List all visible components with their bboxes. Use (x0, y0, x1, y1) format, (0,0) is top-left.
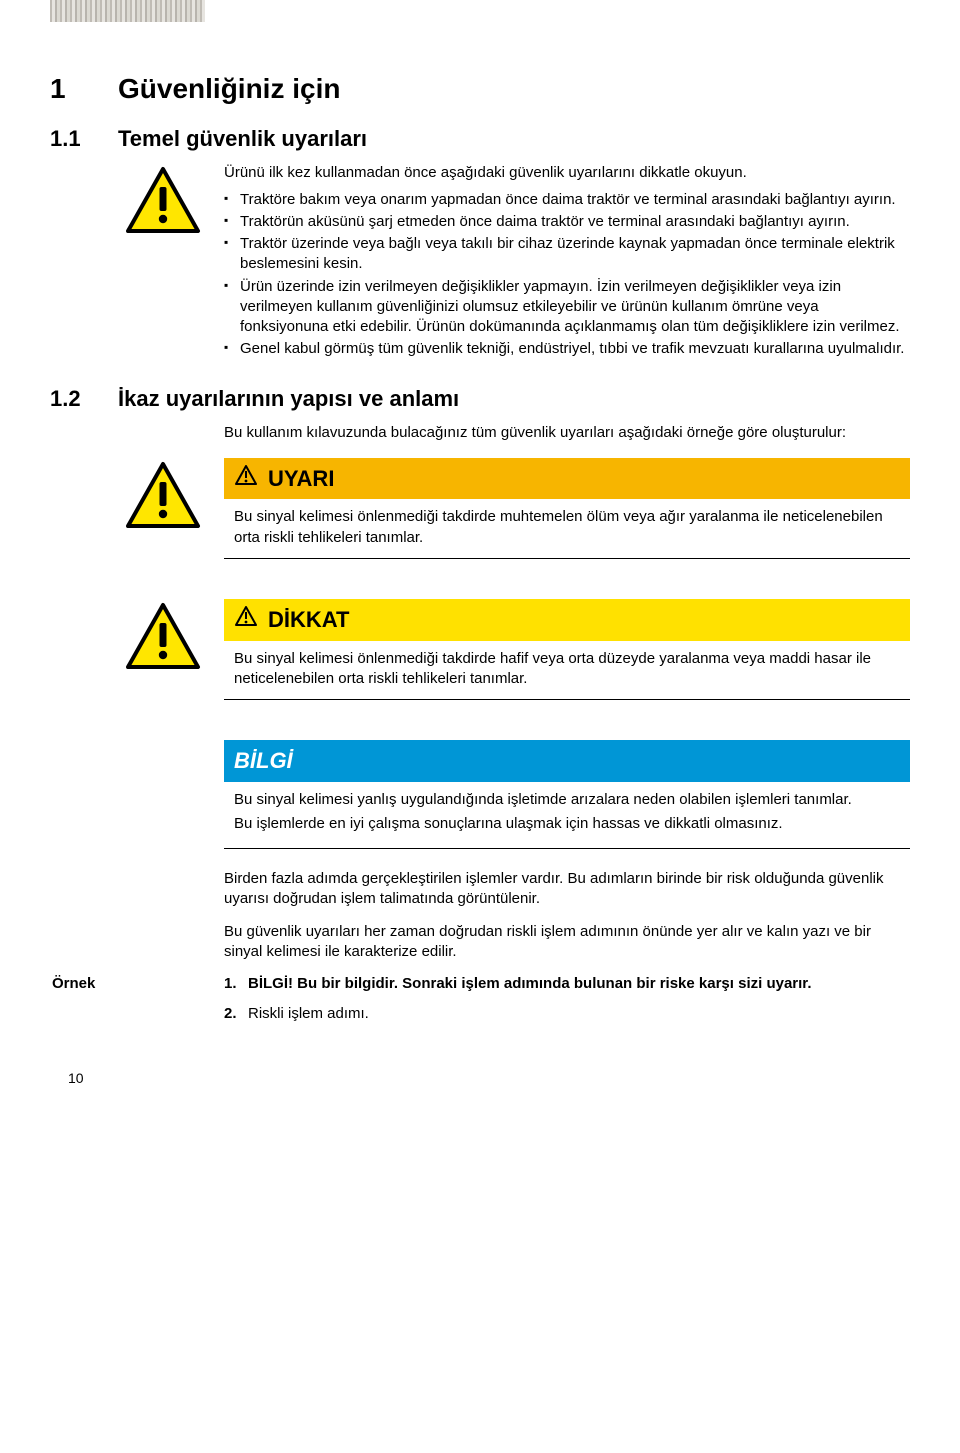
example-item: 2. Riskli işlem adımı. (224, 1004, 910, 1024)
alert-bilgi: BİLGİ Bu sinyal kelimesi yanlış uyguland… (224, 740, 910, 849)
bullet-item: Ürün üzerinde izin verilmeyen değişiklik… (224, 277, 910, 338)
example-label: Örnek (50, 974, 224, 994)
paragraph: Bu güvenlik uyarıları her zaman doğrudan… (224, 922, 910, 963)
section-intro-text: Ürünü ilk kez kullanmadan önce aşağıdaki… (224, 163, 910, 183)
alert-body-dikkat: Bu sinyal kelimesi önlenmediği takdirde … (224, 641, 910, 701)
header-decor (50, 0, 205, 22)
page-number: 10 (68, 1069, 910, 1088)
warning-triangle-icon (124, 460, 202, 536)
warning-triangle-icon (124, 165, 202, 241)
h1-number: 1 (50, 70, 94, 108)
heading-1: 1 Güvenliğiniz için (50, 70, 910, 108)
section-1-1-content: Ürünü ilk kez kullanmadan önce aşağıdaki… (118, 163, 910, 361)
info-body-line: Bu sinyal kelimesi yanlış uygulandığında… (234, 790, 900, 810)
bullet-item: Traktöre bakım veya onarım yapmadan önce… (224, 190, 910, 210)
heading-1-1: 1.1 Temel güvenlik uyarıları (50, 124, 910, 154)
alert-label: BİLGİ (234, 748, 293, 773)
example-item-num: 2. (224, 1004, 242, 1024)
bullet-item: Traktör üzerinde veya bağlı veya takılı … (224, 234, 910, 275)
example-list: 1. BİLGİ! Bu bir bilgidir. Sonraki işlem… (224, 974, 910, 1025)
alert-header-bilgi: BİLGİ (224, 740, 910, 782)
alert-body-uyari: Bu sinyal kelimesi önlenmediği takdirde … (224, 499, 910, 559)
warning-triangle-icon (124, 601, 202, 677)
example-item: 1. BİLGİ! Bu bir bilgidir. Sonraki işlem… (224, 974, 910, 994)
warning-small-icon (234, 464, 258, 494)
h2-title: İkaz uyarılarının yapısı ve anlamı (118, 384, 459, 414)
bullet-item: Traktörün aküsünü şarj etmeden önce daim… (224, 212, 910, 232)
alert-label: DİKKAT (268, 605, 349, 635)
safety-bullet-list: Traktöre bakım veya onarım yapmadan önce… (224, 190, 910, 360)
example-item-num: 1. (224, 974, 242, 994)
warning-small-icon (234, 605, 258, 635)
h2-number: 1.2 (50, 384, 94, 414)
alert-header-dikkat: DİKKAT (224, 599, 910, 641)
alert-dikkat: DİKKAT Bu sinyal kelimesi önlenmediği ta… (118, 599, 910, 700)
section-1-2-intro: Bu kullanım kılavuzunda bulacağınız tüm … (224, 423, 910, 443)
h2-number: 1.1 (50, 124, 94, 154)
alert-label: UYARI (268, 464, 334, 494)
heading-1-2: 1.2 İkaz uyarılarının yapısı ve anlamı (50, 384, 910, 414)
alert-body-bilgi: Bu sinyal kelimesi yanlış uygulandığında… (224, 782, 910, 850)
example-item-text: BİLGİ! Bu bir bilgidir. Sonraki işlem ad… (248, 974, 811, 994)
h2-title: Temel güvenlik uyarıları (118, 124, 367, 154)
alert-uyari: UYARI Bu sinyal kelimesi önlenmediği tak… (118, 458, 910, 559)
paragraph: Birden fazla adımda gerçekleştirilen işl… (224, 869, 910, 910)
alert-header-uyari: UYARI (224, 458, 910, 500)
info-body-line: Bu işlemlerde en iyi çalışma sonuçlarına… (234, 814, 900, 834)
example-block: Örnek 1. BİLGİ! Bu bir bilgidir. Sonraki… (50, 974, 910, 1035)
example-item-text: Riskli işlem adımı. (248, 1004, 369, 1024)
bullet-item: Genel kabul görmüş tüm güvenlik tekniği,… (224, 339, 910, 359)
h1-title: Güvenliğiniz için (118, 70, 340, 108)
